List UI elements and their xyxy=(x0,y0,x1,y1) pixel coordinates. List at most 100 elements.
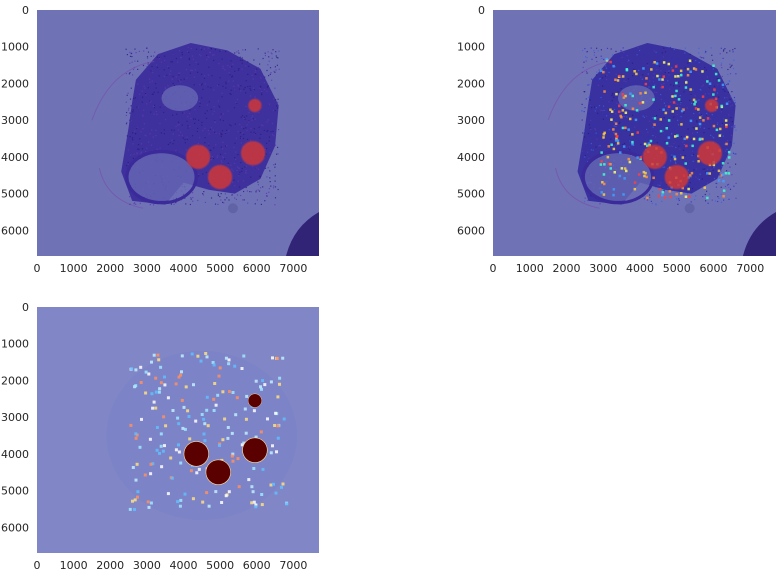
tissue-speckle xyxy=(217,85,219,87)
tissue-speckle xyxy=(182,112,184,114)
tissue-speckle xyxy=(598,69,600,71)
activation-cell xyxy=(214,403,218,407)
activation-cell xyxy=(714,97,718,100)
activation-cell xyxy=(623,177,626,180)
tissue-speckle xyxy=(695,176,697,178)
x-tick-label: 7000 xyxy=(736,262,764,275)
activation-cell xyxy=(159,432,163,436)
activation-cell xyxy=(240,367,244,370)
tissue-speckle xyxy=(245,169,247,172)
tissue-speckle xyxy=(623,80,625,82)
tissue-speckle xyxy=(185,149,187,151)
tissue-speckle xyxy=(641,78,643,80)
tissue-speckle xyxy=(659,59,661,61)
tissue-speckle xyxy=(597,135,599,137)
tissue-speckle xyxy=(242,199,244,201)
activation-cell xyxy=(627,157,630,161)
tissue-speckle xyxy=(252,118,254,120)
activation-cell xyxy=(722,179,725,183)
tissue-speckle xyxy=(680,101,682,104)
tissue-speckle xyxy=(700,140,702,142)
tissue-speckle xyxy=(687,62,689,64)
tissue-speckle xyxy=(217,100,219,102)
tissue-speckle xyxy=(704,50,707,52)
tissue-speckle xyxy=(173,203,175,205)
tissue-speckle xyxy=(677,80,679,82)
y-tick-label: 6000 xyxy=(1,521,29,534)
tissue-speckle xyxy=(613,94,615,96)
tissue-speckle xyxy=(623,115,625,117)
tissue-speckle xyxy=(239,171,241,173)
tissue-speckle xyxy=(665,135,667,137)
tissue-speckle xyxy=(274,197,277,199)
tissue-speckle xyxy=(269,181,271,183)
activation-cell xyxy=(627,128,630,131)
tissue-speckle xyxy=(219,106,221,108)
activation-cell xyxy=(134,368,138,372)
tissue-speckle xyxy=(170,61,172,63)
tissue-speckle xyxy=(268,75,270,77)
tissue-speckle xyxy=(149,100,151,102)
activation-cell xyxy=(603,90,606,93)
activation-cell xyxy=(663,196,667,199)
tissue-speckle xyxy=(227,65,229,67)
tissue-speckle xyxy=(595,132,597,134)
tissue-speckle xyxy=(608,69,610,71)
tissue-speckle xyxy=(735,73,737,75)
activation-cell xyxy=(675,192,678,196)
tissue-speckle xyxy=(164,55,166,57)
activation-cell xyxy=(645,175,648,179)
activation-cell xyxy=(139,381,143,384)
tissue-speckle xyxy=(167,85,169,87)
tissue-speckle xyxy=(231,75,234,77)
tissue-speckle xyxy=(137,144,140,146)
tissue-speckle xyxy=(142,115,144,117)
tissue-speckle xyxy=(204,137,206,139)
tissue-speckle xyxy=(595,78,597,80)
tissue-speckle xyxy=(721,67,723,69)
tissue-speckle xyxy=(180,57,182,59)
tissue-speckle xyxy=(595,56,597,58)
tissue-speckle xyxy=(639,134,642,136)
tissue-speckle xyxy=(670,145,672,147)
activation-cell xyxy=(259,430,263,434)
tissue-speckle xyxy=(712,68,714,70)
tissue-speckle xyxy=(705,200,707,202)
tissue-speckle xyxy=(132,68,135,71)
tissue-speckle xyxy=(646,63,648,65)
tissue-speckle xyxy=(178,79,180,81)
x-tick-label: 3000 xyxy=(133,559,161,572)
tissue-speckle xyxy=(126,111,128,114)
tissue-speckle xyxy=(127,109,130,111)
tissue-speckle xyxy=(266,148,268,150)
tissue-speckle xyxy=(593,54,595,56)
tissue-speckle xyxy=(137,148,139,150)
hotspot-region xyxy=(248,394,262,408)
tissue-speckle xyxy=(263,82,265,84)
activation-cell xyxy=(254,505,258,509)
tissue-speckle xyxy=(678,145,680,147)
activation-cell xyxy=(619,151,622,154)
tissue-speckle xyxy=(202,193,204,195)
tissue-speckle xyxy=(164,59,166,62)
tissue-speckle xyxy=(682,141,684,143)
tissue-speckle xyxy=(668,70,670,72)
x-tick-label: 1000 xyxy=(60,559,88,572)
activation-cell xyxy=(155,448,159,452)
tissue-speckle xyxy=(277,98,279,100)
tissue-speckle xyxy=(208,66,210,68)
tissue-speckle xyxy=(617,91,619,93)
tissue-speckle xyxy=(660,87,662,89)
tissue-speckle xyxy=(655,203,657,205)
tissue-speckle xyxy=(613,96,615,98)
tissue-speckle xyxy=(671,132,673,135)
tissue-speckle xyxy=(658,61,660,63)
activation-cell xyxy=(260,387,263,391)
tissue-speckle xyxy=(180,131,182,133)
tissue-speckle xyxy=(210,159,212,161)
activation-cell xyxy=(601,181,604,184)
tissue-speckle xyxy=(623,142,626,145)
activation-cell xyxy=(223,417,227,421)
tissue-speckle xyxy=(710,118,712,120)
activation-cell xyxy=(612,128,615,131)
